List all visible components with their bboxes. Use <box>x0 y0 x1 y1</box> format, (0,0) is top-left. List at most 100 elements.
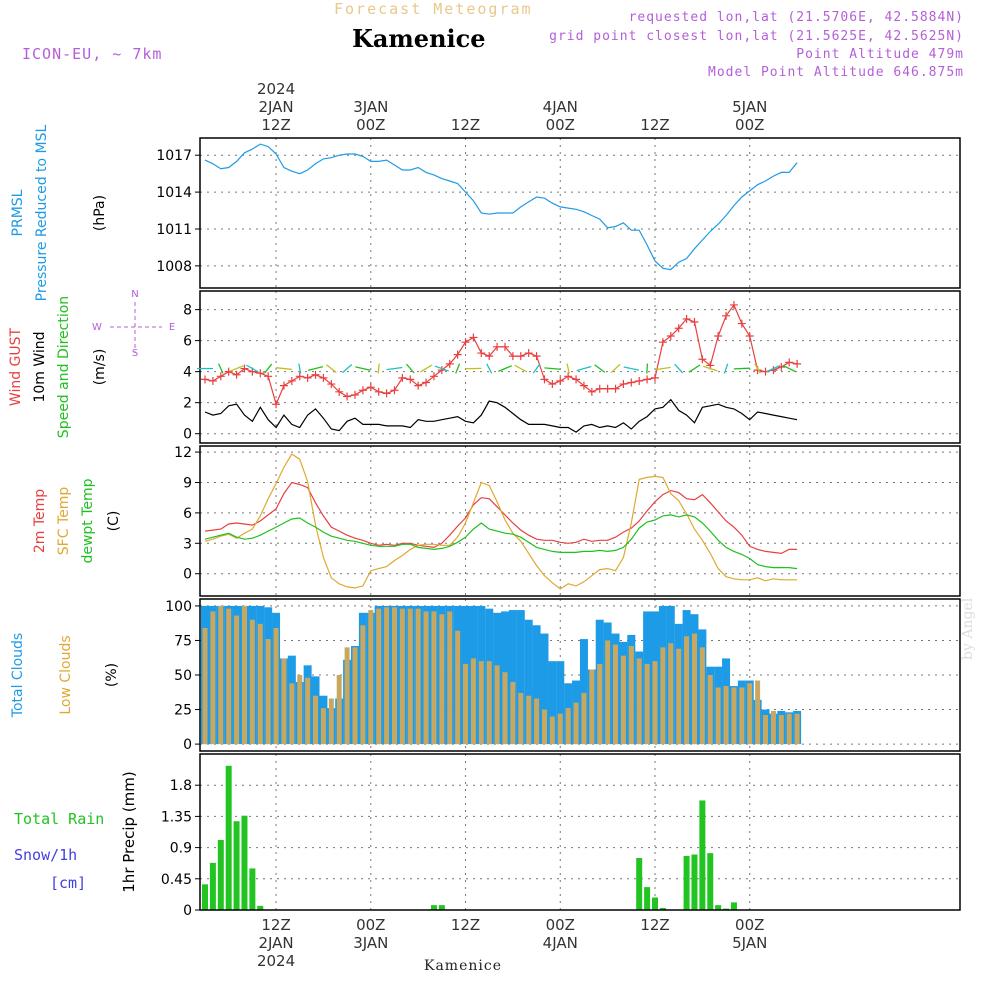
gust-marker <box>729 300 738 309</box>
bar-total_clouds <box>540 633 549 745</box>
gust-marker <box>540 375 549 384</box>
bar-rain <box>652 897 658 910</box>
bar-low_clouds <box>605 640 611 745</box>
y-tick-label-precip: 1.8 <box>170 778 192 794</box>
y-tick-label-wind: 2 <box>183 396 192 412</box>
bar-low_clouds <box>336 675 342 745</box>
footer-station-label: Kamenice <box>424 958 502 974</box>
gust-marker <box>453 350 462 359</box>
compass-south: S <box>132 348 138 359</box>
precip-label-rain: Total Rain <box>14 810 104 828</box>
wind-direction-arrow <box>355 366 371 371</box>
temp-label-dewpt: dewpt Temp <box>80 478 96 563</box>
gust-marker <box>737 319 746 328</box>
bar-low_clouds <box>739 687 745 745</box>
bottom-time-label: 00Z <box>735 916 764 934</box>
wind-direction-arrow <box>434 365 449 372</box>
bar-low_clouds <box>723 686 729 745</box>
gust-marker <box>674 324 683 333</box>
bar-low_clouds <box>226 608 232 745</box>
bar-low_clouds <box>613 644 619 745</box>
panel-pressure <box>195 137 961 289</box>
gust-marker <box>414 381 423 390</box>
wind-direction-arrow <box>486 363 493 374</box>
model-point-altitude: Model Point Altitude 646.875m <box>708 65 964 80</box>
gust-marker <box>572 375 581 384</box>
bar-low_clouds <box>597 663 603 745</box>
gust-marker <box>406 375 415 384</box>
bar-rain <box>636 858 643 910</box>
wind-direction-arrow <box>514 364 528 373</box>
gust-marker <box>311 370 320 379</box>
wind-direction-arrow <box>246 364 259 373</box>
bar-low_clouds <box>494 665 500 745</box>
y-tick-label-clouds: 25 <box>174 703 192 719</box>
y-tick-label-temp: 6 <box>183 506 192 522</box>
y-tick-label-pressure: 1008 <box>156 259 192 275</box>
panel-frame-pressure <box>199 137 961 289</box>
y-tick-label-precip: 0.45 <box>161 872 192 888</box>
gust-marker <box>327 380 336 389</box>
bar-low_clouds <box>636 658 642 745</box>
series-line-gust <box>204 303 798 407</box>
gust-marker <box>777 363 786 371</box>
y-tick-label-clouds: 0 <box>183 737 192 753</box>
wind-direction-arrow <box>406 363 415 374</box>
y-tick-label-wind: 6 <box>183 334 192 350</box>
top-time-label: 4JAN <box>543 98 578 116</box>
wind-direction-arrow <box>386 366 403 371</box>
gust-marker <box>469 333 478 342</box>
bar-low_clouds <box>241 605 247 745</box>
gust-marker <box>343 392 352 401</box>
series-line-sfc_temp <box>204 453 798 590</box>
y-tick-label-pressure: 1017 <box>156 148 192 164</box>
clouds-unit: (%) <box>104 663 120 687</box>
compass-cross-icon <box>110 302 162 352</box>
gust-marker <box>477 349 486 358</box>
gust-marker <box>224 367 233 376</box>
wind-direction-arrow <box>576 365 592 372</box>
gust-marker <box>714 331 723 340</box>
gust-marker <box>501 342 509 351</box>
wind-direction-arrow <box>532 363 541 374</box>
bottom-time-label: 12Z <box>640 916 669 934</box>
y-tick-label-wind: 4 <box>183 365 192 381</box>
wind-direction-arrow <box>766 365 781 373</box>
gust-marker <box>366 383 375 392</box>
bar-low_clouds <box>691 633 697 745</box>
gust-marker <box>358 386 367 395</box>
bar-low_clouds <box>439 614 445 745</box>
gust-marker <box>398 373 407 382</box>
bar-low_clouds <box>668 643 674 745</box>
bottom-time-label: 00Z <box>546 916 575 934</box>
y-tick-label-temp: 3 <box>183 536 192 552</box>
pressure-label-desc: Pressure Reduced to MSL <box>34 124 50 301</box>
wind-direction-arrow <box>646 363 649 374</box>
gust-marker <box>485 352 494 361</box>
gust-marker <box>785 358 794 367</box>
y-tick-label-wind: 0 <box>183 427 192 443</box>
gust-marker <box>201 375 209 384</box>
compass-west: W <box>92 322 102 333</box>
bottom-time-label: 4JAN <box>543 934 578 952</box>
wind-direction-arrow <box>264 363 273 374</box>
gust-marker <box>556 376 565 385</box>
gust-marker <box>595 384 604 393</box>
bar-rain <box>257 905 264 910</box>
bar-total_clouds <box>556 661 565 745</box>
gust-marker <box>422 378 431 387</box>
bar-low_clouds <box>715 687 721 745</box>
y-tick-label-wind: 8 <box>183 303 192 319</box>
bar-low_clouds <box>423 611 429 745</box>
y-tick-label-clouds: 75 <box>174 633 192 649</box>
bar-rain <box>209 862 216 910</box>
gust-marker <box>564 372 573 381</box>
wind-direction-arrow <box>674 363 684 374</box>
y-tick-label-temp: 0 <box>183 567 192 583</box>
gust-marker <box>666 331 675 340</box>
author-watermark: by Angel <box>960 597 976 660</box>
bar-rain <box>683 855 690 910</box>
bar-low_clouds <box>565 708 571 745</box>
bar-low_clouds <box>589 669 595 745</box>
panel-frame-precip <box>199 753 961 911</box>
